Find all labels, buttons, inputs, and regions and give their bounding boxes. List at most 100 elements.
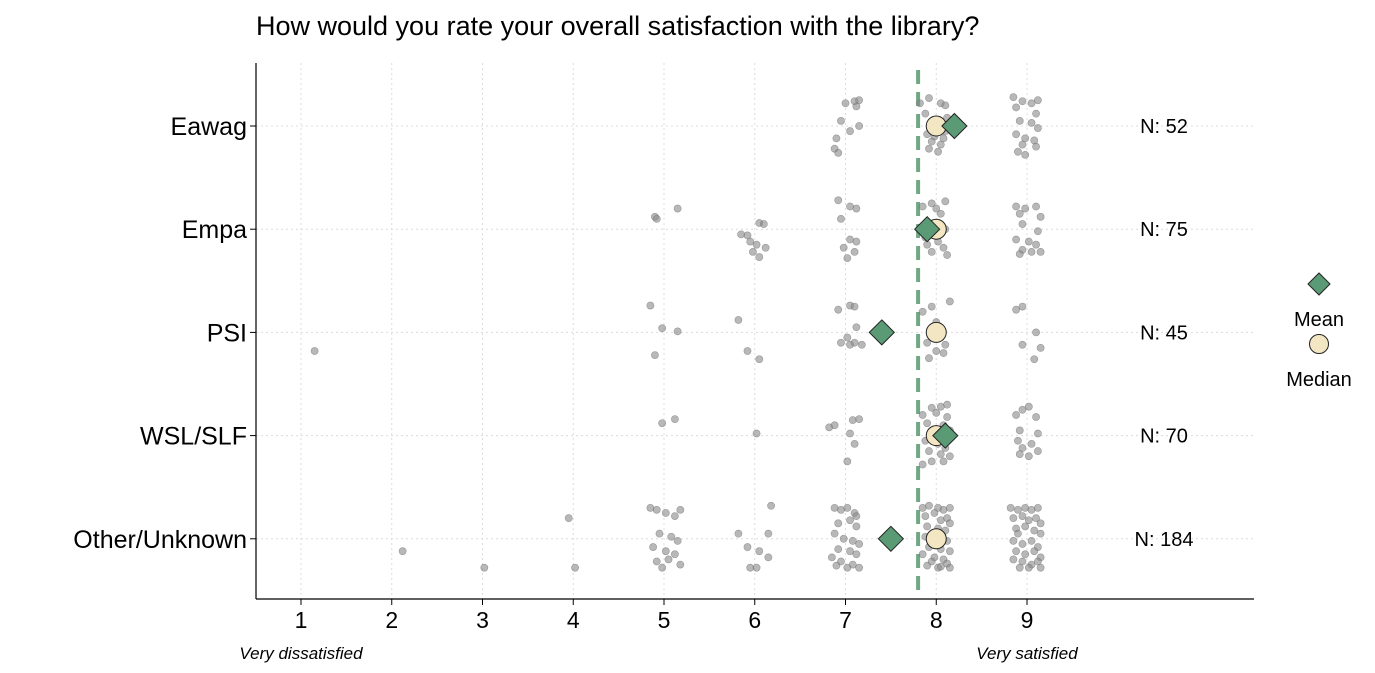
data-point [1033,429,1042,438]
data-point [837,338,845,347]
data-point [480,563,489,572]
data-point [755,355,764,364]
data-point [1021,150,1030,159]
data-point [943,400,952,409]
data-point [843,254,852,262]
data-point [1006,503,1015,512]
data-point [843,503,852,512]
data-point [1018,97,1027,106]
data-point [1030,547,1039,556]
data-point [852,204,861,213]
data-point [1024,516,1033,525]
data-point [945,503,954,512]
data-point [846,429,854,438]
data-point [927,248,936,256]
data-point [398,547,407,556]
data-point [1014,147,1022,156]
data-point [852,550,861,559]
data-point [1014,529,1022,538]
data-point [943,251,952,259]
data-point [1030,355,1039,364]
data-point [646,301,655,310]
data-point [1027,119,1036,127]
data-point [1036,529,1045,538]
data-point [921,512,930,520]
data-point [843,333,852,342]
data-point [1033,227,1042,236]
data-point [916,99,924,108]
data-point [857,340,866,349]
data-point [830,421,839,430]
data-point [934,147,942,156]
data-point [1032,202,1040,211]
data-point [925,447,933,455]
data-point [1014,506,1022,514]
data-point [1012,130,1021,139]
data-point [846,516,854,525]
n-label: N: 70 [1140,426,1188,448]
data-point [1036,248,1045,256]
data-point [939,349,948,357]
legend-median-key [1309,334,1329,354]
x-tick-label: 9 [1021,607,1034,633]
data-point [764,529,773,538]
y-tick-label: WSL/SLF [140,423,247,451]
data-point [927,557,936,566]
data-point [837,214,845,223]
data-point [1024,452,1033,461]
data-point [841,99,850,108]
data-point [939,457,948,466]
grid-lines [256,63,1254,599]
data-point [658,324,667,333]
data-point [945,297,954,306]
n-label: N: 52 [1140,116,1188,138]
data-point [918,460,927,469]
data-point [1036,563,1045,572]
data-point [846,127,854,136]
data-point [839,243,848,252]
axis-labels: Eawag Empa PSI WSL/SLF Other/Unknown 1 2 3 4 5 6 7 8… [73,113,1078,663]
axes [250,63,1254,605]
data-point [850,338,859,347]
data-point [752,240,761,249]
data-point [852,237,861,246]
data-point [734,529,743,538]
data-point [932,408,941,417]
data-point [936,209,945,218]
data-point [923,338,932,347]
data-point [746,237,755,246]
data-point [1018,302,1027,311]
n-label: N: 75 [1140,219,1188,241]
mean-marker [868,319,896,346]
mean-marker [913,215,941,243]
data-point [673,327,682,336]
data-point [927,403,936,412]
data-point [1012,103,1021,112]
y-tick-label: Other/Unknown [73,526,247,554]
mean-marker [932,422,959,449]
data-point [571,563,579,572]
data-point [1032,413,1040,421]
data-point [1027,99,1036,108]
data-point [918,550,927,559]
data-point [1009,93,1018,102]
data-point [925,354,933,363]
data-point [749,248,757,256]
data-point [1009,555,1018,564]
data-point [927,199,936,208]
data-point [945,519,954,528]
data-point [927,302,936,311]
data-point [918,307,927,316]
data-point [759,220,768,228]
data-point [852,102,861,111]
data-point [310,347,319,355]
data-point [676,560,685,569]
data-point [1021,550,1030,559]
data-point [1024,563,1033,572]
data-point [1015,116,1024,125]
data-point [1021,204,1030,213]
data-point [1033,124,1042,132]
data-point [737,230,746,239]
data-point [918,202,927,211]
legend-mean-label: Mean [1294,309,1344,331]
